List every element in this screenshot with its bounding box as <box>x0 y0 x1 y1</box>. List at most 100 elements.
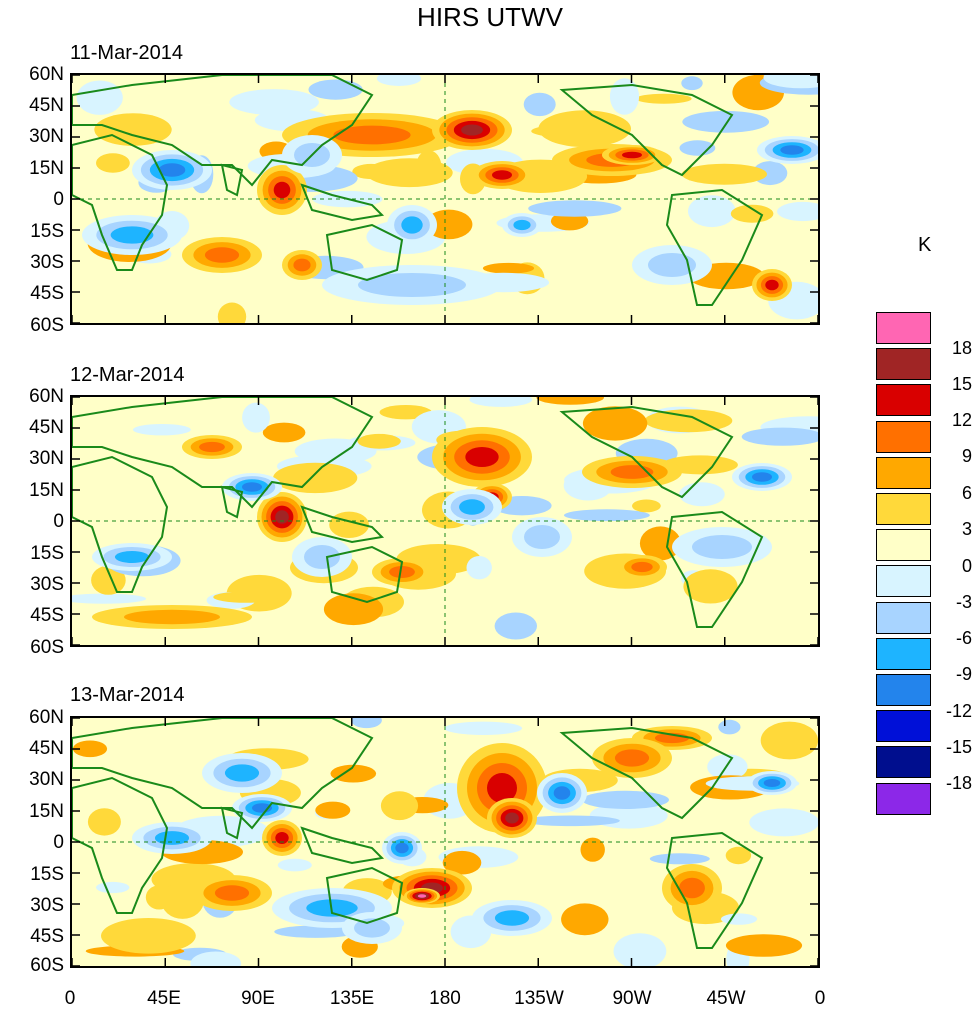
anomaly-blob <box>401 216 423 234</box>
lat-tick: 0 <box>53 511 64 532</box>
colorbar-label: -12 <box>945 701 972 721</box>
anomaly-patch <box>561 903 609 936</box>
colorbar-label: -6 <box>955 628 972 648</box>
lon-tick: 0 <box>814 988 826 1009</box>
anomaly-blob <box>275 510 289 524</box>
anomaly-patch <box>213 591 279 603</box>
lon-tick: 135E <box>329 988 375 1009</box>
anomaly-patch <box>683 569 738 604</box>
anomaly-patch <box>681 163 768 185</box>
anomaly-patch <box>277 858 312 872</box>
anomaly-patch <box>76 80 123 115</box>
anomaly-blob <box>459 499 485 515</box>
anomaly-patch <box>644 409 733 433</box>
anomaly-blob <box>389 566 415 578</box>
anomaly-patch <box>330 764 377 783</box>
anomaly-patch <box>315 801 351 819</box>
anomaly-patch <box>96 153 130 173</box>
lat-tick: 30N <box>29 448 64 469</box>
anomaly-patch <box>522 815 620 827</box>
anomaly-patch <box>217 302 247 323</box>
anomaly-patch <box>531 125 595 138</box>
anomaly-patch <box>357 433 401 449</box>
lat-tick: 45N <box>29 738 64 759</box>
anomaly-blob <box>395 842 409 854</box>
colorbar-label: -9 <box>955 664 972 684</box>
map-panel-1 <box>70 73 820 325</box>
anomaly-patch <box>482 262 535 274</box>
coastline <box>72 133 169 271</box>
colorbar-swatch <box>876 601 931 634</box>
anomaly-blob <box>199 441 225 453</box>
anomaly-blob <box>114 551 150 563</box>
anomaly-blob <box>461 124 483 136</box>
lon-tick: 45E <box>147 988 181 1009</box>
anomaly-field <box>72 75 818 323</box>
anomaly-patch <box>536 397 604 405</box>
anomaly-patch <box>688 195 736 228</box>
anomaly-patch <box>376 75 422 86</box>
colorbar-swatch <box>876 312 931 344</box>
colorbar-label: -3 <box>955 592 972 612</box>
lon-tick: 135W <box>514 988 564 1009</box>
anomaly-patch <box>351 718 382 729</box>
anomaly-blob <box>648 253 696 277</box>
anomaly-blob <box>505 812 519 824</box>
anomaly-patch <box>494 612 537 640</box>
panel-1-date: 11-Mar-2014 <box>70 42 184 64</box>
anomaly-patch <box>725 846 752 865</box>
lat-tick: 15N <box>29 801 64 822</box>
anomaly-patch <box>101 918 196 954</box>
coastline <box>72 776 169 914</box>
lat-tick: 60S <box>30 955 64 976</box>
coastline <box>665 831 764 949</box>
coastline <box>220 485 244 519</box>
anomaly-patch <box>133 424 191 436</box>
anomaly-blob <box>110 226 154 244</box>
anomaly-field <box>72 397 818 645</box>
colorbar-swatch <box>876 493 931 525</box>
anomaly-patch <box>763 75 818 89</box>
anomaly-patch <box>262 422 306 443</box>
anomaly-blob <box>631 561 653 573</box>
map-panel-2 <box>70 395 820 647</box>
lat-tick: 60N <box>29 386 64 407</box>
anomaly-patch <box>741 427 818 446</box>
anomaly-blob <box>158 163 186 177</box>
anomaly-patch <box>274 925 358 938</box>
anomaly-blob <box>494 910 530 926</box>
colorbar-swatch <box>876 746 931 779</box>
anomaly-patch <box>564 509 650 522</box>
lat-tick: 30S <box>30 895 64 916</box>
colorbar-units: K <box>918 234 932 256</box>
anomaly-patch <box>91 565 126 595</box>
anomaly-patch <box>749 808 818 837</box>
anomaly-patch <box>87 808 121 836</box>
anomaly-blob <box>553 786 571 800</box>
figure-title: HIRS UTWV <box>417 2 563 32</box>
anomaly-patch <box>725 934 803 957</box>
anomaly-patch <box>523 92 556 117</box>
anomaly-patch <box>273 462 358 494</box>
lat-tick: 15N <box>29 480 64 501</box>
anomaly-patch <box>613 933 667 966</box>
colorbar-label: -15 <box>945 737 972 757</box>
anomaly-blob <box>275 832 289 844</box>
coastline <box>72 397 374 509</box>
lat-tick: 15N <box>29 158 64 179</box>
anomaly-blob <box>417 894 427 898</box>
anomaly-blob <box>614 749 650 767</box>
anomaly-patch <box>707 754 748 780</box>
anomaly-patch <box>580 837 605 862</box>
coastline <box>325 545 404 604</box>
anomaly-blob <box>204 247 240 263</box>
anomaly-patch <box>777 201 818 222</box>
lat-tick: 0 <box>53 189 64 210</box>
colorbar-swatch <box>876 456 931 489</box>
anomaly-blob <box>242 482 262 492</box>
anomaly-blob <box>273 181 291 199</box>
anomaly-blob <box>679 877 705 899</box>
coastline <box>300 505 385 544</box>
colorbar-swatch <box>876 782 931 815</box>
coastline <box>559 405 734 499</box>
